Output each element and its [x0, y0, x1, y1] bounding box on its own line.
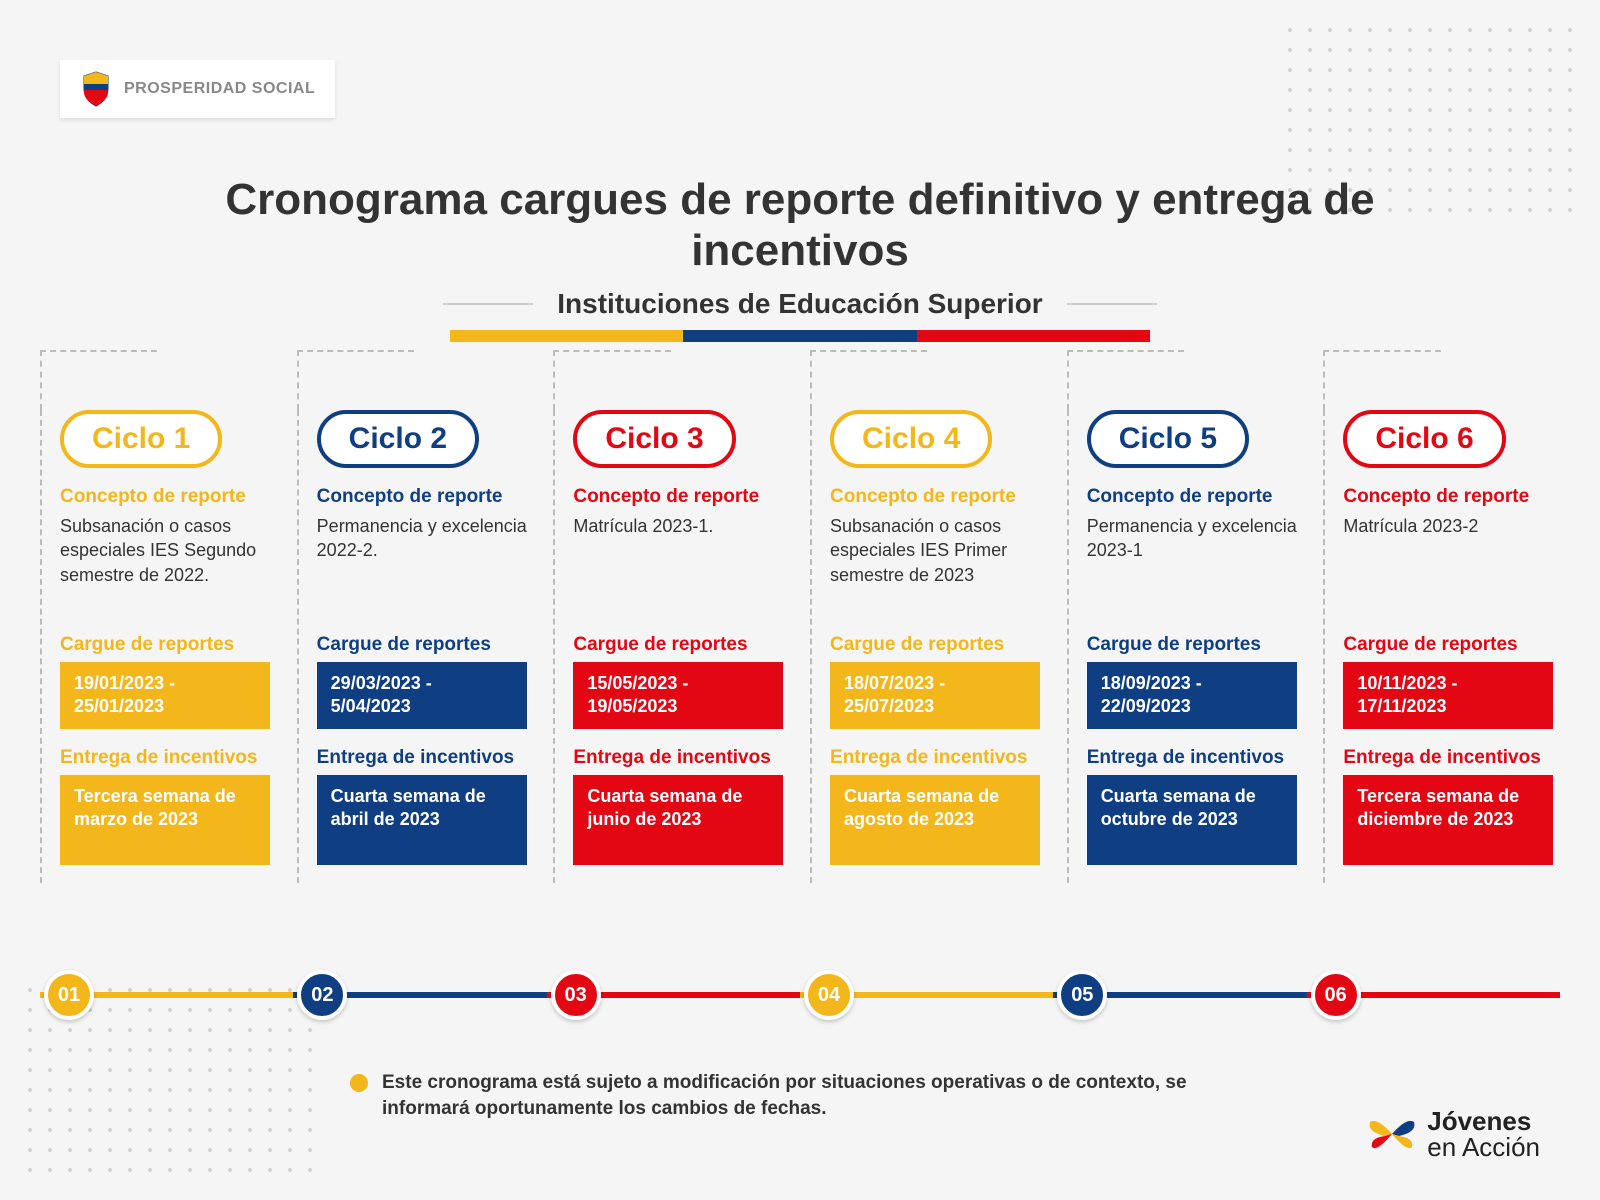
entrega-label: Entrega de incentivos: [1343, 747, 1554, 769]
cycle-column: Ciclo 5 Concepto de reporte Permanencia …: [1067, 410, 1304, 883]
cycle-column: Ciclo 6 Concepto de reporte Matrícula 20…: [1323, 410, 1560, 883]
subtitle-line-right: [1067, 303, 1157, 305]
cycles-container: Ciclo 1 Concepto de reporte Subsanación …: [40, 410, 1560, 883]
entrega-label: Entrega de incentivos: [317, 747, 528, 769]
concepto-label: Concepto de reporte: [1087, 486, 1298, 508]
header-badge: PROSPERIDAD SOCIAL: [60, 60, 335, 118]
concepto-text: Subsanación o casos especiales IES Segun…: [60, 514, 271, 614]
cargue-label: Cargue de reportes: [830, 634, 1041, 656]
shield-icon: [80, 70, 112, 108]
entrega-label: Entrega de incentivos: [60, 747, 271, 769]
concepto-text: Permanencia y excelencia 2022-2.: [317, 514, 528, 614]
entrega-box: Cuarta semana de abril de 2023: [317, 775, 527, 865]
concepto-label: Concepto de reporte: [1343, 486, 1554, 508]
title-block: Cronograma cargues de reporte definitivo…: [200, 175, 1400, 342]
footer-brand-line2: en Acción: [1427, 1134, 1540, 1160]
cargue-label: Cargue de reportes: [60, 634, 271, 656]
footnote-bullet-icon: [350, 1074, 368, 1092]
cycle-pill: Ciclo 6: [1343, 410, 1505, 468]
cycle-pill: Ciclo 2: [317, 410, 479, 468]
subtitle-line-left: [443, 303, 533, 305]
entrega-box: Tercera semana de marzo de 2023: [60, 775, 270, 865]
cargue-label: Cargue de reportes: [1087, 634, 1298, 656]
concepto-text: Matrícula 2023-1.: [573, 514, 784, 614]
timeline-circle: 05: [1057, 970, 1107, 1020]
timeline-circle: 01: [44, 970, 94, 1020]
entrega-label: Entrega de incentivos: [830, 747, 1041, 769]
cargue-box: 10/11/2023 - 17/11/2023: [1343, 662, 1553, 729]
timeline-circle: 06: [1311, 970, 1361, 1020]
bar-red: [917, 330, 1150, 342]
entrega-box: Cuarta semana de agosto de 2023: [830, 775, 1040, 865]
timeline-circle: 02: [297, 970, 347, 1020]
cycle-connector: [297, 350, 414, 410]
tricolor-bar: [450, 330, 1150, 342]
cargue-box: 18/07/2023 - 25/07/2023: [830, 662, 1040, 729]
footer-brand-text: Jóvenes en Acción: [1427, 1108, 1540, 1160]
cycle-pill: Ciclo 1: [60, 410, 222, 468]
concepto-label: Concepto de reporte: [317, 486, 528, 508]
concepto-text: Matrícula 2023-2: [1343, 514, 1554, 614]
cycle-connector: [553, 350, 670, 410]
concepto-label: Concepto de reporte: [830, 486, 1041, 508]
cargue-label: Cargue de reportes: [1343, 634, 1554, 656]
cycle-connector: [810, 350, 927, 410]
header-org-text: PROSPERIDAD SOCIAL: [124, 80, 315, 98]
butterfly-icon: [1367, 1112, 1417, 1156]
subtitle: Instituciones de Educación Superior: [557, 288, 1042, 320]
entrega-label: Entrega de incentivos: [573, 747, 784, 769]
cycle-column: Ciclo 3 Concepto de reporte Matrícula 20…: [553, 410, 790, 883]
concepto-label: Concepto de reporte: [573, 486, 784, 508]
cargue-box: 18/09/2023 - 22/09/2023: [1087, 662, 1297, 729]
entrega-label: Entrega de incentivos: [1087, 747, 1298, 769]
entrega-box: Cuarta semana de octubre de 2023: [1087, 775, 1297, 865]
main-title: Cronograma cargues de reporte definitivo…: [200, 175, 1400, 276]
bar-blue: [683, 330, 916, 342]
concepto-text: Subsanación o casos especiales IES Prime…: [830, 514, 1041, 614]
cycle-column: Ciclo 4 Concepto de reporte Subsanación …: [810, 410, 1047, 883]
timeline-circle: 04: [804, 970, 854, 1020]
cycle-connector: [1323, 350, 1440, 410]
cargue-box: 29/03/2023 - 5/04/2023: [317, 662, 527, 729]
timeline-circle: 03: [551, 970, 601, 1020]
footer-brand-line1: Jóvenes: [1427, 1108, 1540, 1134]
bar-yellow: [450, 330, 683, 342]
cargue-box: 19/01/2023 - 25/01/2023: [60, 662, 270, 729]
cargue-box: 15/05/2023 - 19/05/2023: [573, 662, 783, 729]
footer-logo: Jóvenes en Acción: [1367, 1108, 1540, 1160]
cycle-pill: Ciclo 5: [1087, 410, 1249, 468]
cargue-label: Cargue de reportes: [317, 634, 528, 656]
cycle-pill: Ciclo 4: [830, 410, 992, 468]
cargue-label: Cargue de reportes: [573, 634, 784, 656]
cycle-column: Ciclo 1 Concepto de reporte Subsanación …: [40, 410, 277, 883]
footnote-block: Este cronograma está sujeto a modificaci…: [350, 1070, 1250, 1121]
footnote-text: Este cronograma está sujeto a modificaci…: [382, 1070, 1250, 1121]
cycle-connector: [1067, 350, 1184, 410]
entrega-box: Tercera semana de diciembre de 2023: [1343, 775, 1553, 865]
concepto-label: Concepto de reporte: [60, 486, 271, 508]
entrega-box: Cuarta semana de junio de 2023: [573, 775, 783, 865]
cycle-pill: Ciclo 3: [573, 410, 735, 468]
concepto-text: Permanencia y excelencia 2023-1: [1087, 514, 1298, 614]
timeline: 01 02 03 04 05 06: [40, 970, 1560, 1020]
cycle-column: Ciclo 2 Concepto de reporte Permanencia …: [297, 410, 534, 883]
cycle-connector: [40, 350, 157, 410]
